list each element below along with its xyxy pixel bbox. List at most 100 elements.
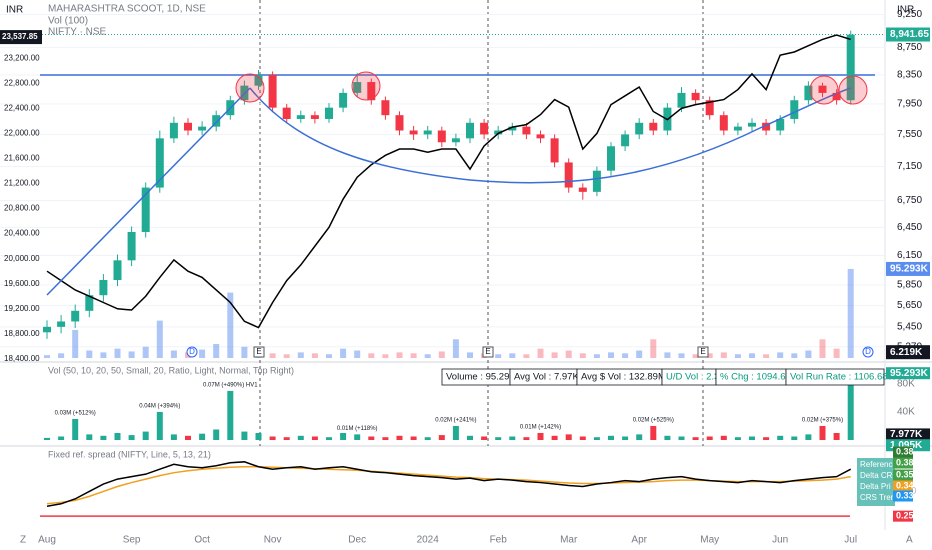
- spread-value-box: [893, 446, 913, 458]
- overlay-volume-bar: [608, 352, 614, 358]
- last-price-label: 8,941.65: [890, 29, 929, 40]
- x-tick-label: May: [700, 535, 719, 546]
- candle-body: [57, 321, 66, 327]
- volume-bar: [283, 437, 290, 440]
- pattern-circle: [838, 75, 868, 105]
- overlay-volume-bar: [579, 353, 586, 358]
- candle-body: [310, 115, 319, 119]
- compare-title: NIFTY · NSE: [48, 27, 106, 38]
- candle-body: [564, 162, 573, 188]
- volume-bar: [763, 437, 770, 440]
- auto-button[interactable]: A: [906, 535, 913, 546]
- candle-body: [592, 170, 601, 192]
- candle-body: [748, 122, 756, 127]
- candle-body: [339, 92, 348, 108]
- overlay-volume-bar: [650, 339, 657, 358]
- volume-bar: [100, 435, 107, 440]
- volume-value-box: [886, 428, 930, 441]
- cup-curve: [249, 87, 852, 184]
- candle-body: [325, 107, 333, 119]
- legend-entry: Reference: [860, 460, 897, 469]
- x-tick-label: Nov: [264, 535, 282, 546]
- candle-body: [43, 326, 51, 333]
- y-tick-label: 5,450: [897, 321, 922, 332]
- y2-tick-label: 18,400.00: [4, 354, 40, 363]
- candle-body: [522, 126, 531, 135]
- candle-body: [494, 130, 503, 135]
- candle-body: [254, 74, 263, 86]
- volume-bar: [551, 435, 558, 440]
- x-tick-label: Jun: [772, 535, 788, 546]
- y2-tick-label: 21,600.00: [4, 154, 40, 163]
- overlay-volume-bar: [847, 268, 854, 358]
- candle-body: [99, 280, 108, 296]
- overlay-volume-bar: [452, 339, 459, 358]
- y2-tick-label: 22,800.00: [4, 78, 40, 87]
- candle-body: [296, 115, 305, 119]
- volume-annotation: 0.02M (+525%): [633, 418, 674, 424]
- overlay-volume-bar: [72, 329, 79, 358]
- stat-text: Avg Vol : 7.97K: [514, 372, 579, 383]
- x-tick-label: Oct: [194, 535, 210, 546]
- overlay-volume-bar: [523, 354, 530, 358]
- volume-bar: [340, 432, 347, 440]
- candle-body: [550, 138, 559, 163]
- volume-bar: [227, 390, 234, 440]
- pattern-circle: [809, 75, 839, 105]
- overlay-value-box: [886, 345, 930, 360]
- overlay-volume-bar: [100, 352, 107, 358]
- overlay-volume-bar: [86, 350, 93, 358]
- candle-body: [85, 295, 94, 311]
- event-badge-label: D: [189, 347, 195, 356]
- zoom-button[interactable]: Z: [20, 535, 26, 546]
- volume-bar: [297, 435, 304, 440]
- volume-title: Vol (50, 10, 20, 50, Small, 20, Ratio, L…: [48, 365, 294, 375]
- y-tick-label: 7,950: [897, 99, 922, 110]
- volume-bar: [537, 432, 544, 440]
- volume-bar: [424, 437, 431, 440]
- volume-annotation: 0.04M (+394%): [139, 404, 180, 410]
- compare-line: [46, 34, 851, 329]
- candle-body: [804, 85, 813, 101]
- event-badge: [253, 346, 265, 358]
- candle-body: [127, 231, 136, 261]
- stat-text: Avg $ Vol : 132.89M: [581, 372, 666, 383]
- volume-bar: [481, 436, 488, 440]
- candle-body: [423, 130, 432, 135]
- overlay-volume-bar: [227, 292, 234, 358]
- y-tick-label: 9,250: [897, 9, 922, 20]
- y-tick-label: 6,150: [897, 250, 922, 261]
- overlay-volume-bar: [509, 353, 516, 358]
- volume-bar: [396, 435, 403, 440]
- event-badge-label: E: [700, 347, 705, 356]
- volume-bar: [72, 418, 79, 440]
- y-tick-label: 40K: [897, 407, 915, 418]
- legend-entry: Delta CR: [860, 471, 893, 480]
- candle-body: [437, 130, 446, 143]
- overlay-volume-bar: [241, 346, 248, 358]
- overlay-volume-bar: [706, 353, 713, 358]
- overlay-volume-bar: [692, 354, 699, 358]
- overlay-volume-bar: [749, 353, 755, 358]
- volume-bar: [156, 411, 163, 440]
- spread-value-label: 0.33: [896, 490, 914, 500]
- candle-body: [198, 126, 207, 131]
- volume-annotation: 0.01M (+118%): [337, 426, 378, 432]
- candle-body: [71, 310, 80, 322]
- volume-bar: [608, 435, 614, 440]
- spread-line: [46, 461, 852, 508]
- volume-value-label: 7.977K: [890, 429, 923, 440]
- volume-bar: [368, 436, 375, 440]
- currency: INR: [897, 5, 914, 16]
- overlay-volume-bar: [340, 348, 347, 358]
- volume-bar: [58, 436, 65, 440]
- event-badge: [482, 346, 494, 358]
- x-tick-label: Apr: [631, 535, 647, 546]
- legend-box: [857, 458, 895, 506]
- y-tick-label: 5,650: [897, 300, 922, 311]
- volume-bar: [255, 432, 262, 440]
- y-tick-label: 80K: [897, 379, 915, 390]
- x-tick-label: Dec: [348, 535, 366, 546]
